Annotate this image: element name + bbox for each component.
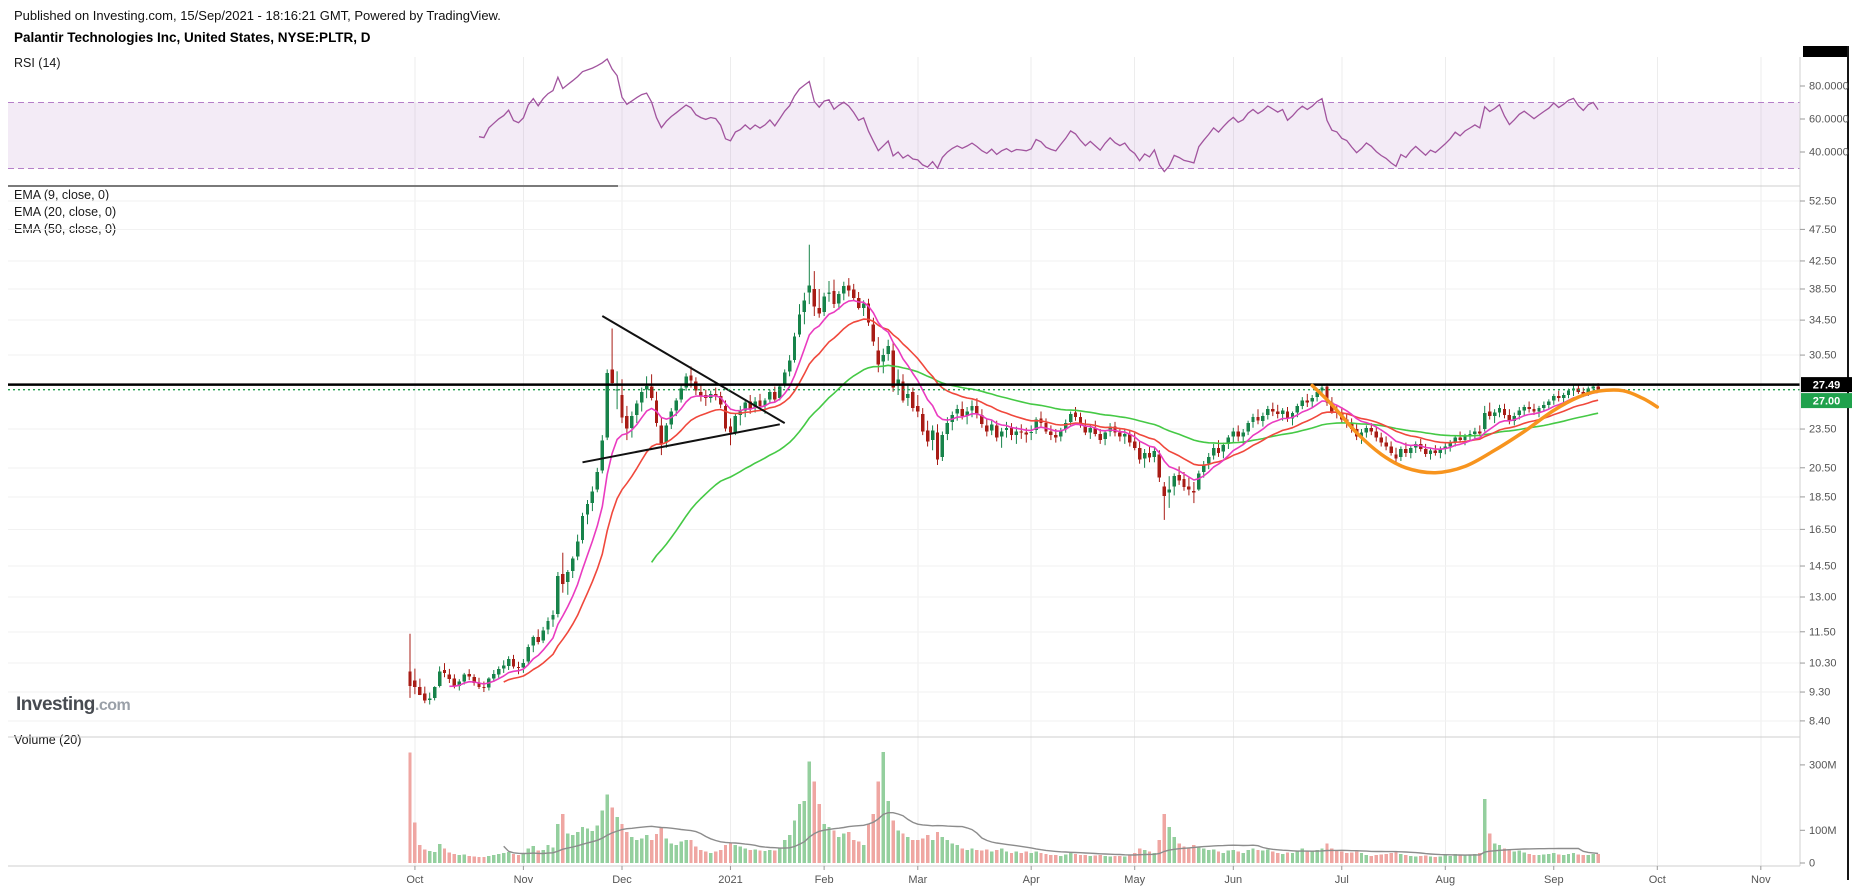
annotations xyxy=(8,315,1800,475)
month-label: Nov xyxy=(1751,874,1771,886)
axis-tick-label: 10.30 xyxy=(1809,658,1837,670)
grid-lines xyxy=(8,57,1800,866)
axis-tick-label: 52.50 xyxy=(1809,196,1837,208)
month-label: Apr xyxy=(1023,874,1040,886)
axis-tick-label: 14.50 xyxy=(1809,561,1837,573)
axis-tick-label: 47.50 xyxy=(1809,224,1837,236)
rsi-indicator-label: RSI (14) xyxy=(14,56,61,70)
axis-tick-label: 9.30 xyxy=(1809,687,1830,699)
axis-tick-label: 0 xyxy=(1809,858,1815,870)
ema-lines xyxy=(449,299,1599,688)
price-badges: 27.49 27.00 xyxy=(1801,377,1852,409)
ema9-indicator-label: EMA (9, close, 0) xyxy=(14,188,110,202)
axis-tick-label: 11.50 xyxy=(1809,626,1836,638)
axis-tick-label: 80.0000 xyxy=(1809,81,1849,93)
last-price-badge-label: 27.00 xyxy=(1813,395,1841,407)
ema20-indicator-label: EMA (20, close, 0) xyxy=(14,205,117,219)
axis-tick-label: 38.50 xyxy=(1809,284,1837,296)
axis-tick-label: 42.50 xyxy=(1809,255,1837,267)
month-label: Aug xyxy=(1436,874,1456,886)
axis-tick-label: 8.40 xyxy=(1809,715,1830,727)
volume-pane xyxy=(408,751,1600,864)
axis-tick-label: 23.50 xyxy=(1809,424,1837,436)
last-price-badge xyxy=(1801,393,1852,409)
month-label: Jul xyxy=(1335,874,1349,886)
axis-tick-label: 34.50 xyxy=(1809,315,1837,327)
axis-tick-label: 100M xyxy=(1809,825,1837,837)
axis-tick-label: 300M xyxy=(1809,759,1837,771)
collapsed-toolbar-box xyxy=(1803,46,1847,57)
month-label: Feb xyxy=(815,874,834,886)
trendline xyxy=(582,423,780,464)
month-label: Oct xyxy=(406,874,423,886)
annotation-price-badge xyxy=(1801,377,1852,393)
freehand-curve xyxy=(1310,383,1660,475)
investing-logo-brand: Investing xyxy=(16,694,95,715)
axis-tick-label: 20.50 xyxy=(1809,462,1837,474)
trendline xyxy=(601,315,786,424)
month-label: Mar xyxy=(908,874,927,886)
investing-logo-suffix: .com xyxy=(94,697,131,714)
month-label: Nov xyxy=(514,874,534,886)
y-axis: 80.0000 60.0000 40.0000 52.50 47.50 42.50 38.5… xyxy=(1800,81,1849,870)
ema20-line xyxy=(503,318,1599,683)
x-axis: Oct Nov Dec 2021 Feb Mar Apr May Jun Jul Aug Sep Oct… xyxy=(406,866,1771,886)
axis-tick-label: 13.00 xyxy=(1809,592,1837,604)
rsi-pane xyxy=(8,57,1800,173)
month-label: Sep xyxy=(1544,874,1564,886)
annotation-price-badge-label: 27.49 xyxy=(1813,379,1841,391)
axis-tick-label: 30.50 xyxy=(1809,350,1837,362)
month-label: Dec xyxy=(612,874,632,886)
published-line: Published on Investing.com, 15/Sep/2021 … xyxy=(14,8,501,23)
volume-ma-line xyxy=(503,812,1599,856)
ema9-line xyxy=(449,299,1599,688)
month-label: 2021 xyxy=(718,874,742,886)
month-label: Jun xyxy=(1224,874,1242,886)
panel-separators xyxy=(8,46,1849,880)
axis-tick-label: 40.0000 xyxy=(1809,147,1849,159)
candlesticks xyxy=(408,244,1600,705)
instrument-title: Palantir Technologies Inc, United States… xyxy=(14,30,371,45)
axis-tick-label: 60.0000 xyxy=(1809,114,1849,126)
rsi-line xyxy=(478,57,1599,173)
axis-tick-label: 18.50 xyxy=(1809,491,1837,503)
axis-tick-label: 16.50 xyxy=(1809,524,1837,536)
ema50-line xyxy=(650,364,1599,563)
month-label: Oct xyxy=(1649,874,1666,886)
month-label: May xyxy=(1124,874,1145,886)
investing-logo: Investing.com xyxy=(16,694,131,716)
